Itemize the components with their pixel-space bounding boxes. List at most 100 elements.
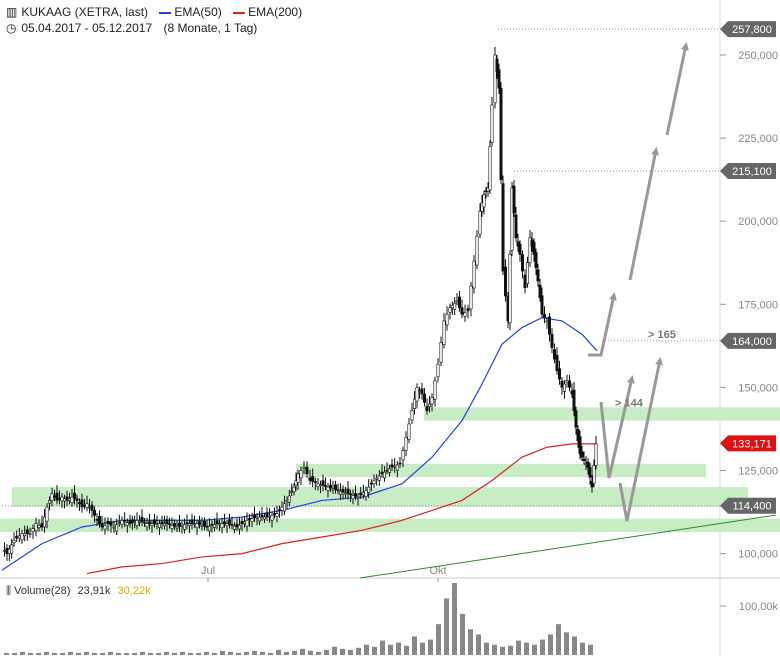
candle-body bbox=[453, 302, 457, 310]
scenario-arrow bbox=[628, 147, 659, 281]
volume-bar bbox=[548, 634, 553, 655]
candle-body bbox=[262, 516, 266, 520]
candle-body bbox=[225, 523, 229, 526]
scenario-arrow bbox=[665, 42, 689, 136]
candle-body bbox=[518, 243, 522, 255]
candle-body bbox=[466, 308, 470, 312]
volume-bar bbox=[36, 652, 41, 655]
candle-body bbox=[565, 380, 569, 383]
candle-body bbox=[2, 549, 7, 552]
trendline bbox=[359, 514, 777, 579]
candle-body bbox=[68, 498, 72, 501]
candle-body bbox=[404, 436, 408, 451]
volume-bar bbox=[108, 651, 113, 655]
candle-body bbox=[547, 316, 551, 335]
candle-body bbox=[495, 58, 499, 72]
candle-body bbox=[25, 529, 29, 534]
candle-body bbox=[205, 525, 209, 528]
candle-body bbox=[50, 493, 54, 501]
volume-bar bbox=[220, 650, 225, 655]
candle-body bbox=[17, 535, 21, 539]
candle-body bbox=[155, 523, 159, 525]
candle-body bbox=[501, 183, 505, 272]
candle-body bbox=[367, 486, 371, 493]
candle-body bbox=[488, 146, 492, 191]
candle-body bbox=[540, 295, 544, 315]
candle-body bbox=[308, 477, 312, 481]
candle-body bbox=[215, 520, 219, 524]
volume-bar bbox=[324, 649, 329, 655]
y-tick-label: 150,000 bbox=[738, 382, 778, 394]
candle-body bbox=[238, 525, 242, 530]
y-tick-label: 100,000 bbox=[738, 549, 778, 561]
volume-bar bbox=[420, 642, 425, 655]
candle-body bbox=[580, 451, 584, 458]
price-level-tag-label: 257,800 bbox=[732, 24, 772, 36]
volume-value-1: 23,91k bbox=[77, 585, 111, 597]
volume-bar bbox=[212, 652, 217, 655]
volume-bar bbox=[372, 646, 377, 655]
candle-body bbox=[292, 486, 296, 492]
candle-body bbox=[165, 519, 169, 524]
volume-bar bbox=[244, 651, 249, 655]
volume-bar bbox=[340, 648, 345, 655]
candle-body bbox=[62, 498, 66, 502]
candle-body bbox=[574, 410, 578, 428]
candle-body bbox=[210, 523, 214, 526]
current-price-label: 133,171 bbox=[732, 438, 772, 450]
candle-body bbox=[582, 458, 586, 461]
candle-body bbox=[280, 506, 284, 511]
candle-body bbox=[348, 493, 352, 496]
candle-body bbox=[296, 473, 300, 483]
volume-bar bbox=[348, 649, 353, 655]
volume-bar bbox=[508, 645, 513, 655]
candle-body bbox=[510, 187, 514, 251]
ema200-line bbox=[86, 443, 597, 575]
candle-body bbox=[220, 523, 224, 528]
volume-bar bbox=[364, 644, 369, 655]
candle-body bbox=[282, 503, 286, 512]
volume-bar bbox=[124, 652, 129, 655]
candle-body bbox=[185, 522, 189, 524]
clock-icon: ◷ bbox=[6, 21, 17, 35]
candle-body bbox=[555, 354, 559, 372]
candle-body bbox=[70, 496, 74, 504]
candle-body bbox=[382, 471, 386, 479]
candle-body bbox=[594, 443, 598, 466]
candle-body bbox=[351, 495, 355, 499]
y-tick-label: 125,000 bbox=[738, 466, 778, 478]
volume-tick-label: 100,00k bbox=[739, 601, 779, 613]
candle-body bbox=[361, 492, 365, 496]
volume-bar bbox=[44, 651, 49, 655]
candle-body bbox=[248, 518, 252, 520]
volume-bar bbox=[60, 652, 65, 655]
candle-body bbox=[45, 506, 49, 522]
candle-body bbox=[143, 521, 147, 524]
candle-body bbox=[160, 521, 164, 524]
volume-bar bbox=[388, 644, 393, 655]
candle-body bbox=[47, 500, 51, 504]
candle-body bbox=[230, 524, 234, 526]
volume-bar bbox=[284, 651, 289, 655]
candle-body bbox=[223, 521, 227, 524]
candle-body bbox=[499, 87, 503, 180]
price-level-tag bbox=[720, 497, 776, 514]
volume-bar bbox=[92, 652, 97, 655]
candle-body bbox=[523, 274, 527, 288]
volume-bar bbox=[236, 652, 241, 655]
candle-body bbox=[341, 488, 345, 493]
candle-body bbox=[138, 520, 142, 523]
volume-bar bbox=[100, 652, 105, 655]
support-zone bbox=[12, 487, 748, 508]
candle-body bbox=[178, 522, 182, 527]
candle-body bbox=[520, 254, 524, 272]
candle-body bbox=[385, 469, 389, 472]
volume-bar bbox=[4, 652, 9, 655]
candle-body bbox=[145, 523, 149, 528]
candle-body bbox=[180, 525, 184, 527]
volume-bar bbox=[516, 640, 521, 655]
candle-body bbox=[457, 296, 461, 308]
candle-body bbox=[253, 514, 257, 519]
candle-body bbox=[514, 214, 518, 239]
volume-bar bbox=[68, 651, 73, 655]
